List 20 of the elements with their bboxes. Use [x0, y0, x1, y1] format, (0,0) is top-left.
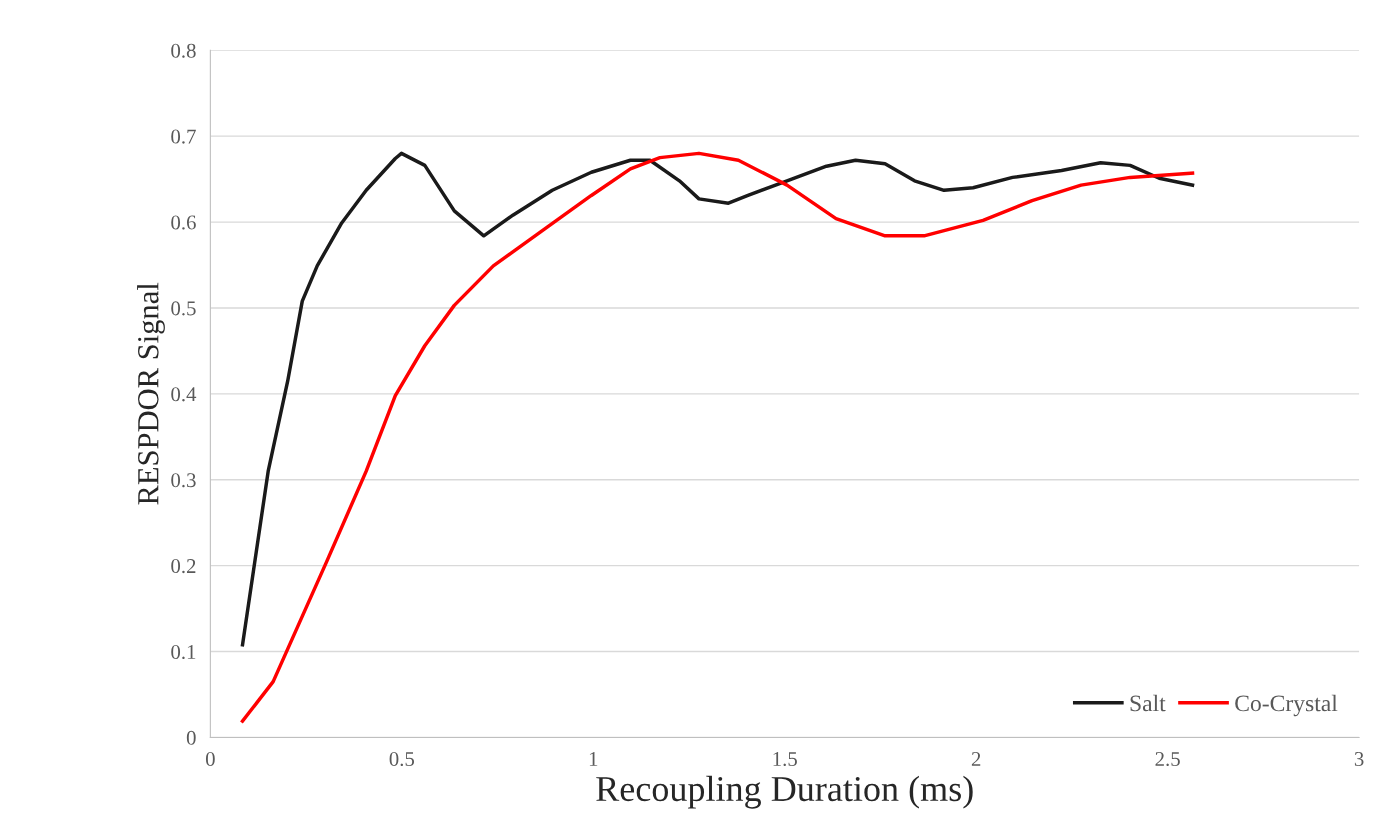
x-tick-label: 2	[971, 751, 981, 766]
x-tick-label: 1	[589, 752, 598, 766]
y-tick-label: 0.3	[171, 473, 196, 488]
x-axis-title: Recoupling Duration (ms)	[596, 775, 973, 809]
y-tick-label: 0.2	[171, 559, 196, 574]
y-tick-label: 0.1	[171, 644, 196, 660]
x-tick-label: 0.5	[389, 751, 415, 767]
y-tick-label: 0.6	[171, 215, 196, 230]
x-tick-label: 1.5	[773, 752, 797, 767]
y-tick-label: 0.5	[171, 301, 196, 316]
y-tick-label: 0	[186, 730, 196, 745]
legend-label: Salt	[1130, 694, 1166, 712]
y-axis-title: RESPDOR Signal	[137, 282, 165, 505]
legend-label: Co-Crystal	[1235, 694, 1338, 717]
y-tick-label: 0.4	[171, 387, 197, 402]
y-tick-label: 0.7	[171, 129, 196, 144]
x-tick-label: 2.5	[1155, 751, 1180, 767]
y-tick-label: 0.8	[171, 43, 196, 58]
x-tick-label: 0	[205, 751, 215, 766]
x-tick-label: 3	[1354, 751, 1364, 766]
